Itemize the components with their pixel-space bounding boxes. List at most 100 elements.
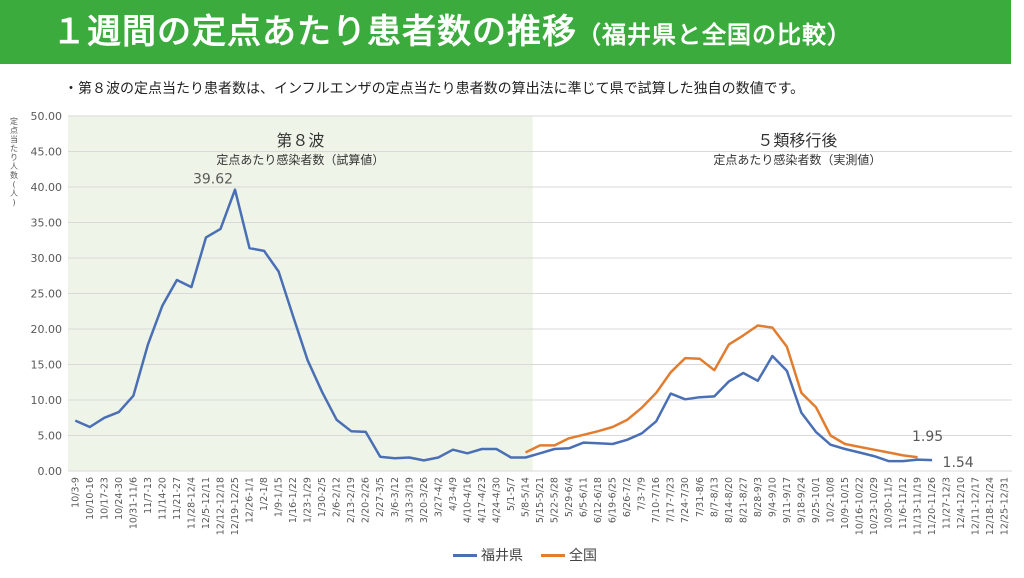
x-tick-label: 7/24-7/30 xyxy=(680,477,691,523)
x-tick-label: 7/17-7/23 xyxy=(666,477,677,523)
x-tick-label: 12/18-12/24 xyxy=(985,477,996,535)
y-axis-label-char: ( xyxy=(12,180,15,189)
x-tick-label: 8/28-9/3 xyxy=(753,477,764,517)
x-tick-label: 11/13-11/19 xyxy=(913,477,924,535)
x-tick-label: 4/17-4/23 xyxy=(477,477,488,523)
title-text: １週間の定点あたり患者数の推移 xyxy=(52,12,577,52)
x-tick-label: 10/17-23 xyxy=(99,477,110,520)
y-axis-label-char: 人 xyxy=(10,189,18,198)
x-tick-label: 12/5-12/11 xyxy=(201,477,212,529)
y-tick-label: 10.00 xyxy=(31,394,63,407)
footnote: ・第８波の定点当たり患者数は、インフルエンザの定点当たり患者数の算出法に準じて県… xyxy=(64,81,805,97)
x-tick-label: 8/7-8/13 xyxy=(709,477,720,517)
legend-swatch-zenkoku xyxy=(541,553,565,557)
region-subtitle: 定点あたり感染者数（試算値） xyxy=(216,152,384,167)
x-tick-label: 3/20-3/26 xyxy=(419,477,430,523)
y-axis-label-char: 定 xyxy=(10,116,18,126)
y-axis-label-char: り xyxy=(10,153,18,162)
x-tick-label: 7/3-7/9 xyxy=(637,477,648,511)
x-tick-label: 10/23-10/29 xyxy=(869,477,880,535)
x-tick-label: 10/30-11/5 xyxy=(884,477,895,529)
x-tick-label: 9/4-9/10 xyxy=(767,477,778,517)
x-tick-label: 2/20-2/26 xyxy=(361,477,372,523)
x-tick-label: 11/7-13 xyxy=(143,477,154,514)
x-tick-label: 2/6-2/12 xyxy=(332,477,343,517)
y-axis-label-char: 点 xyxy=(10,126,18,135)
x-tick-label: 2/27-3/5 xyxy=(375,477,386,517)
legend: 福井県 全国 xyxy=(453,545,597,565)
x-tick-label: 12/11-12/17 xyxy=(971,477,982,535)
x-tick-label: 3/6-3/12 xyxy=(390,477,401,517)
x-tick-label: 12/26-1/1 xyxy=(245,477,256,523)
header-banner: １週間の定点あたり患者数の推移（福井県と全国の比較） xyxy=(0,0,1011,64)
x-tick-label: 6/12-6/18 xyxy=(593,477,604,523)
x-tick-label: 12/19-12/25 xyxy=(230,477,241,535)
x-tick-label: 9/18-9/24 xyxy=(796,477,807,523)
y-tick-label: 45.00 xyxy=(31,146,63,159)
legend-label-zenkoku: 全国 xyxy=(569,548,597,564)
x-tick-label: 5/22-5/28 xyxy=(550,477,561,523)
x-tick-label: 11/20-11/26 xyxy=(927,477,938,535)
x-tick-label: 10/3-9 xyxy=(70,477,81,508)
x-tick-label: 5/15-5/21 xyxy=(535,477,546,523)
series-line-fukui xyxy=(74,188,933,463)
x-tick-label: 1/16-1/22 xyxy=(288,477,299,523)
x-tick-label: 1/23-1/29 xyxy=(303,477,314,523)
x-tick-label: 1/9-1/15 xyxy=(274,477,285,517)
data-label: 1.95 xyxy=(912,429,943,445)
x-tick-label: 12/4-12/10 xyxy=(956,477,967,529)
x-tick-label: 11/6-11/12 xyxy=(898,477,909,529)
x-tick-label: 5/8-5/14 xyxy=(520,477,531,517)
legend-item-zenkoku: 全国 xyxy=(541,545,597,565)
x-tick-label: 8/21-8/27 xyxy=(738,477,749,523)
y-tick-label: 15.00 xyxy=(31,359,63,372)
x-tick-label: 7/31-8/6 xyxy=(695,477,706,517)
y-axis-label-char: ) xyxy=(12,198,15,207)
x-tick-label: 4/3-4/9 xyxy=(448,477,459,511)
y-tick-label: 25.00 xyxy=(31,288,63,301)
legend-label-fukui: 福井県 xyxy=(481,548,523,564)
x-tick-label: 6/19-6/25 xyxy=(608,477,619,523)
y-tick-label: 50.00 xyxy=(31,110,63,123)
x-tick-label: 6/26-7/2 xyxy=(622,477,633,517)
x-tick-label: 3/13-3/19 xyxy=(404,477,415,523)
y-tick-label: 35.00 xyxy=(31,217,63,230)
x-tick-label: 6/5-6/11 xyxy=(579,477,590,517)
x-tick-label: 2/13-2/19 xyxy=(346,477,357,523)
region-title: 第８波 xyxy=(276,131,324,150)
x-tick-label: 12/25-12/31 xyxy=(1000,477,1011,535)
title-subtitle: （福井県と全国の比較） xyxy=(577,21,852,49)
y-tick-label: 5.00 xyxy=(38,430,63,443)
x-tick-label: 5/1-5/7 xyxy=(506,477,517,511)
y-axis-label-char: 人 xyxy=(10,162,18,171)
data-label: 39.62 xyxy=(193,172,233,188)
x-tick-label: 4/24-4/30 xyxy=(491,477,502,523)
x-tick-label: 1/30-2/5 xyxy=(317,477,328,517)
x-tick-label: 7/10-7/16 xyxy=(651,477,662,523)
legend-item-fukui: 福井県 xyxy=(453,545,523,565)
x-tick-label: 11/21-27 xyxy=(172,477,183,520)
x-tick-label: 11/28-12/4 xyxy=(186,477,197,529)
x-tick-label: 9/25-10/1 xyxy=(811,477,822,523)
x-tick-label: 10/31-11/6 xyxy=(128,477,139,529)
y-tick-label: 20.00 xyxy=(31,323,63,336)
y-tick-label: 40.00 xyxy=(31,181,63,194)
x-tick-label: 8/14-8/20 xyxy=(724,477,735,523)
x-tick-label: 10/16-10/22 xyxy=(855,477,866,535)
data-label: 1.54 xyxy=(943,455,974,471)
x-tick-label: 10/10-16 xyxy=(85,477,96,520)
x-tick-label: 11/27-12/3 xyxy=(942,477,953,529)
x-tick-label: 3/27-4/2 xyxy=(433,477,444,517)
x-tick-label: 10/9-10/15 xyxy=(840,477,851,529)
y-tick-label: 30.00 xyxy=(31,252,63,265)
region-title: ５類移行後 xyxy=(757,131,837,150)
y-axis-label-char: 数 xyxy=(10,170,18,180)
y-axis-label-char: 当 xyxy=(10,134,18,144)
y-tick-label: 0.00 xyxy=(38,465,63,478)
y-axis-label: 定点当たり人数(人) xyxy=(10,116,18,207)
x-tick-label: 10/2-10/8 xyxy=(825,477,836,523)
x-tick-label: 4/10-4/16 xyxy=(462,477,473,523)
series-line-zenkoku xyxy=(524,324,918,459)
x-tick-label: 9/11-9/17 xyxy=(782,477,793,523)
